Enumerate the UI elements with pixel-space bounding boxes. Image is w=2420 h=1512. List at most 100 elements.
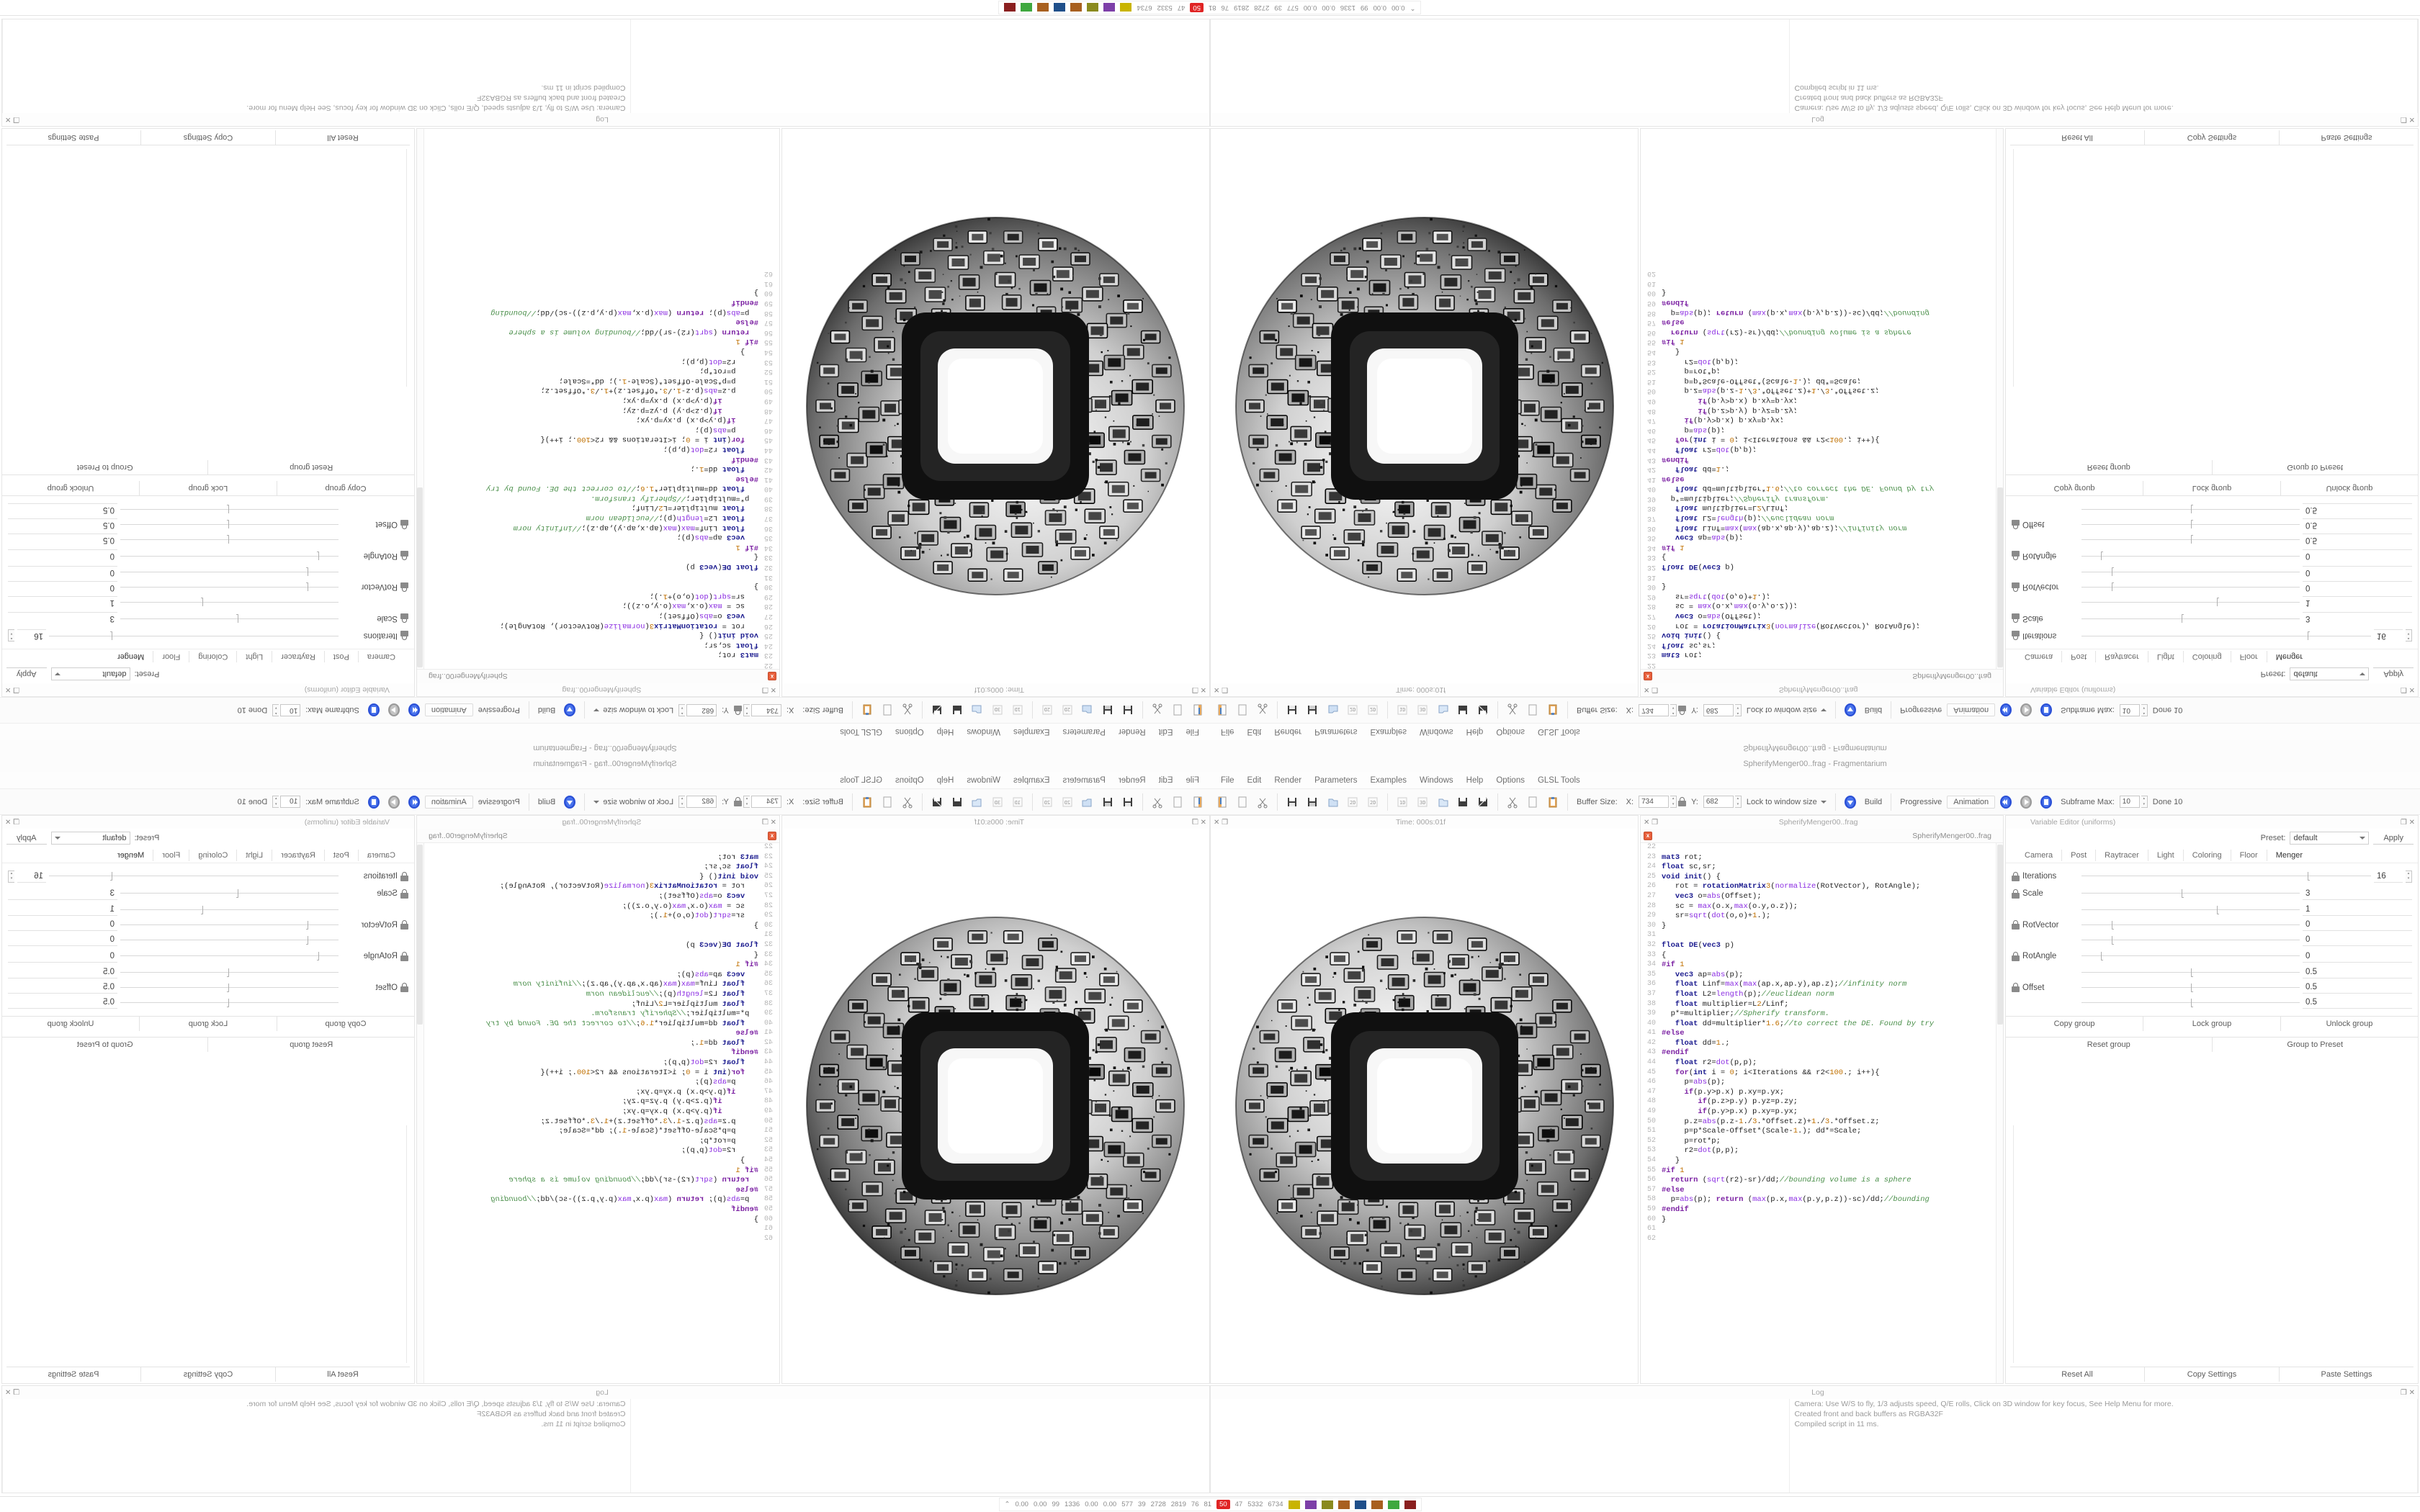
- line-source[interactable]: #if 1: [735, 542, 758, 552]
- lock-icon[interactable]: [2012, 582, 2020, 592]
- param-row-scale[interactable]: Scale 3: [8, 610, 408, 627]
- group-button-row-2[interactable]: Reset group Group to Preset: [2006, 460, 2418, 475]
- menu-parameters[interactable]: Parameters: [1314, 727, 1358, 737]
- stop-icon[interactable]: [2037, 793, 2056, 811]
- lock-to-window-size-select[interactable]: Lock to window size: [590, 796, 677, 809]
- param-slider[interactable]: [120, 551, 339, 561]
- code-line[interactable]: 26 rot = rotationMatrix3(normalize(RotVe…: [1641, 620, 2003, 630]
- buffer-x-input[interactable]: 734: [1639, 704, 1670, 716]
- line-source[interactable]: float L2=length(p);//euclidean norm: [1675, 513, 1834, 523]
- 1d-icon[interactable]: 1D: [1008, 793, 1027, 811]
- line-source[interactable]: sc = max(o.x,max(o.y,o.z));: [622, 901, 758, 911]
- param-value[interactable]: 3: [2303, 612, 2412, 625]
- param-row-iterations[interactable]: Iterations 16 ▴ ▾: [2012, 868, 2412, 885]
- line-source[interactable]: float dd=1.;: [1675, 1038, 1730, 1048]
- parameter-rows[interactable]: Iterations 16 ▴ ▾ Scale 3 1 RotVector 0: [2, 863, 414, 1010]
- variable-dock-buttons[interactable]: ❐ ✕: [2400, 818, 2415, 827]
- buffer-y-input[interactable]: 682: [1703, 796, 1734, 808]
- line-source[interactable]: float r2=dot(p,p);: [663, 444, 745, 454]
- param-slider[interactable]: [2081, 613, 2300, 624]
- code-line[interactable]: 23 mat3 rot;: [417, 853, 779, 863]
- main-toolbar[interactable]: 2D 2D 1D 3D Buffer Size: X: 734 ▴ ▾ Y: 68…: [0, 789, 1210, 815]
- param-slider[interactable]: [120, 535, 339, 545]
- line-source[interactable]: for(int i = 0; i<Iterations && r2<100.; …: [540, 435, 745, 444]
- line-source[interactable]: p=abs(p); return (max(p.x,max(p.y,p.z))-…: [1662, 307, 1930, 317]
- menu-bar[interactable]: File Edit Render Parameters Examples Win…: [1210, 723, 2420, 740]
- menu-edit[interactable]: Edit: [1158, 775, 1173, 785]
- tab-post[interactable]: Post: [2062, 651, 2097, 663]
- line-source[interactable]: p=rot*p;: [1662, 366, 1721, 376]
- line-source[interactable]: p=abs(p);: [694, 425, 758, 434]
- play-icon[interactable]: [385, 793, 403, 811]
- code-listing[interactable]: 22 23 mat3 rot; 24 float sc,sr; 25 void init(…: [417, 268, 779, 669]
- param-value[interactable]: 0.5: [2303, 518, 2412, 531]
- code-line[interactable]: 38 float multiplier=L2/Linf;: [1641, 1000, 2003, 1010]
- code-line[interactable]: 43 #endif: [417, 1048, 779, 1058]
- code-line[interactable]: 47 if(p.y>p.x) p.xy=p.yx;: [1641, 415, 2003, 424]
- line-source[interactable]: #else: [1662, 1185, 1685, 1194]
- new-file-icon[interactable]: [1213, 701, 1232, 720]
- line-source[interactable]: float sc,sr;: [704, 863, 758, 872]
- line-source[interactable]: void init() {: [699, 631, 758, 640]
- code-line[interactable]: 35 vec3 ap=abs(p);: [1641, 971, 2003, 981]
- line-source[interactable]: p=abs(p); return (max(p.x,max(p.y,p.z))-…: [490, 307, 758, 317]
- 2d-icon[interactable]: 2D: [1058, 793, 1077, 811]
- line-source[interactable]: #endif: [731, 1048, 758, 1058]
- tab-raytracer[interactable]: Raytracer: [272, 651, 324, 663]
- line-source[interactable]: for(int i = 0; i<Iterations && r2<100.; …: [1675, 435, 1880, 444]
- editor-tab-label[interactable]: SpherifyMenger00..frag: [429, 831, 508, 840]
- save-all-icon[interactable]: [1303, 701, 1322, 720]
- code-line[interactable]: 35 vec3 ap=abs(p);: [417, 971, 779, 981]
- variable-dock-buttons[interactable]: ❐ ✕: [2400, 685, 2415, 694]
- line-source[interactable]: #if 1: [1662, 1166, 1685, 1175]
- code-line[interactable]: 53 r2=dot(p,p);: [417, 1146, 779, 1156]
- line-source[interactable]: {: [1662, 950, 1667, 960]
- log-dock-buttons[interactable]: ❐ ✕: [5, 115, 20, 124]
- copy-settings-button[interactable]: Copy Settings: [2145, 130, 2280, 145]
- line-source[interactable]: float r2=dot(p,p);: [1675, 1058, 1757, 1068]
- code-line[interactable]: 51 p=p*Scale-Offset*(Scale-1.); dd*=Scal…: [417, 1127, 779, 1137]
- variable-editor-pane[interactable]: Variable Editor (uniforms) ❐ ✕ Preset: d…: [1, 128, 415, 697]
- param-subrow[interactable]: 0.5: [2012, 965, 2412, 980]
- menu-edit[interactable]: Edit: [1158, 727, 1173, 737]
- reset-all-button[interactable]: Reset All: [2010, 1367, 2145, 1382]
- group-button-row-2[interactable]: Reset group Group to Preset: [2, 1037, 414, 1052]
- param-slider[interactable]: [120, 582, 339, 593]
- param-value[interactable]: 0: [2303, 919, 2412, 931]
- build-icon[interactable]: [1841, 701, 1860, 720]
- line-source[interactable]: p=abs(p);: [1662, 425, 1726, 434]
- param-slider[interactable]: [120, 968, 339, 978]
- param-value[interactable]: 1: [2303, 596, 2412, 608]
- line-source[interactable]: p=p*Scale-Offset*(Scale-1.); dd*=Scale;: [558, 1127, 758, 1136]
- 1d-icon[interactable]: 1D: [1393, 793, 1412, 811]
- param-subrow[interactable]: 0.5: [8, 502, 408, 517]
- param-slider[interactable]: [120, 935, 339, 945]
- param-spinner[interactable]: ▴ ▾: [2406, 629, 2412, 642]
- subframe-spinner[interactable]: ▴ ▾: [2141, 704, 2148, 716]
- lock-icon[interactable]: [400, 983, 408, 992]
- progressive-toggle[interactable]: Progressive: [1900, 797, 1942, 806]
- save-icon[interactable]: [1119, 701, 1137, 720]
- line-source[interactable]: }: [1662, 1215, 1667, 1224]
- param-slider[interactable]: [120, 983, 339, 993]
- render-view-pane[interactable]: ✕ ❐ Time: 000s:01f: [781, 128, 1210, 697]
- param-slider[interactable]: [120, 598, 339, 608]
- code-line[interactable]: 41 #else: [417, 1029, 779, 1039]
- param-spinner[interactable]: ▴ ▾: [8, 870, 14, 883]
- render-dock-buttons[interactable]: ✕ ❐: [1191, 685, 1206, 694]
- new-file-icon[interactable]: [1188, 793, 1207, 811]
- line-source[interactable]: p=abs(p);: [694, 1078, 758, 1087]
- line-source[interactable]: p=rot*p;: [699, 366, 758, 376]
- code-line[interactable]: 52 p=rot*p;: [417, 366, 779, 376]
- scrollbar-thumb[interactable]: [1997, 487, 2003, 667]
- code-line[interactable]: 62: [417, 1235, 779, 1245]
- progressive-toggle[interactable]: Progressive: [478, 797, 520, 806]
- unlock-group-button[interactable]: Unlock group: [2, 1016, 139, 1031]
- param-subrow[interactable]: 1: [8, 595, 408, 610]
- line-source[interactable]: float Linf=max(max(ap.x,ap.y),ap.z);//in…: [1675, 523, 1907, 532]
- lock-icon[interactable]: [2012, 920, 2020, 930]
- param-value[interactable]: 0.5: [8, 981, 117, 994]
- buffer-y-input[interactable]: 682: [686, 704, 717, 716]
- group-button-row-2[interactable]: Reset group Group to Preset: [2, 460, 414, 475]
- folder-icon[interactable]: [1433, 793, 1452, 811]
